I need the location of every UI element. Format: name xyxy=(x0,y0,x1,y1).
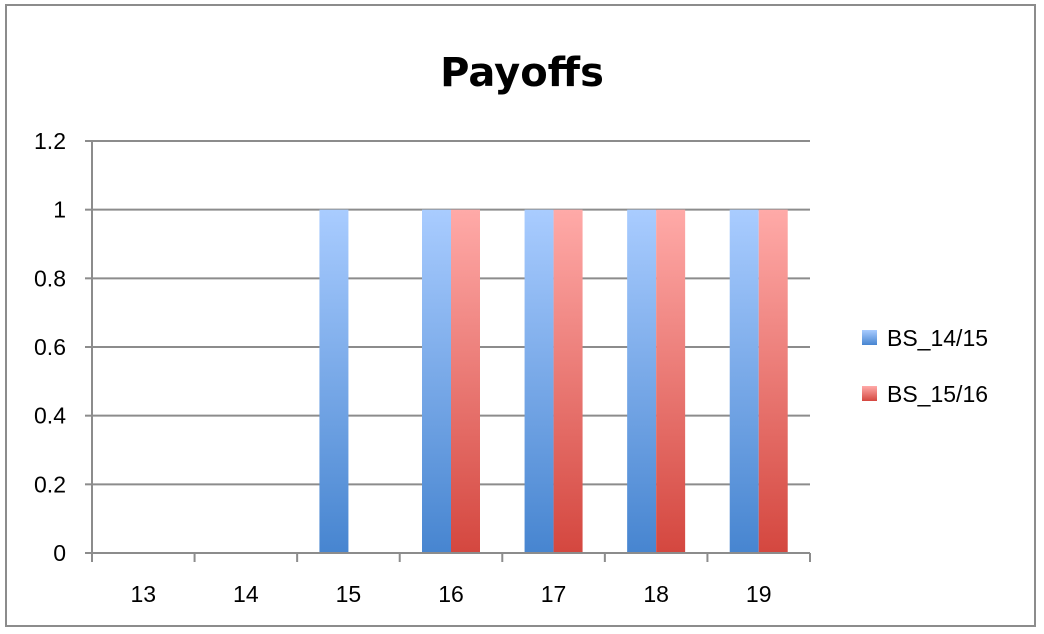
legend: BS_14/15 BS_15/16 xyxy=(862,325,988,407)
x-tick-label: 17 xyxy=(541,581,567,607)
y-tick-label: 1 xyxy=(53,197,66,223)
y-tick-label: 0 xyxy=(53,540,66,566)
y-tick-label: 0.6 xyxy=(34,334,66,360)
bar xyxy=(451,209,480,553)
chart-title: Payoffs xyxy=(440,50,604,96)
y-tick-label: 0.4 xyxy=(34,403,66,429)
bar xyxy=(729,209,759,553)
y-tick-label: 0.8 xyxy=(34,265,66,291)
y-tick-label: 1.2 xyxy=(34,128,66,154)
x-tick-label: 15 xyxy=(336,581,362,607)
chart-frame xyxy=(5,4,1036,627)
x-tick-label: 14 xyxy=(233,581,259,607)
bar xyxy=(553,209,583,553)
bar xyxy=(656,209,686,553)
axes: 0 0.2 0.4 0.6 0.8 1 1.2 13 14 15 16 17 18 19 xyxy=(34,128,811,607)
legend-swatch xyxy=(862,330,877,345)
legend-swatch xyxy=(862,386,877,401)
legend-label: BS_15/16 xyxy=(887,381,988,407)
bar xyxy=(758,209,788,553)
bars xyxy=(319,209,788,553)
legend-label: BS_14/15 xyxy=(887,325,988,351)
x-tick-label: 18 xyxy=(643,581,669,607)
bar xyxy=(422,209,451,553)
bar xyxy=(319,209,349,553)
bar xyxy=(627,209,657,553)
y-tick-label: 0.2 xyxy=(34,471,66,497)
x-tick-label: 19 xyxy=(746,581,772,607)
x-tick-label: 16 xyxy=(438,581,464,607)
x-tick-label: 13 xyxy=(130,581,156,607)
bar xyxy=(524,209,554,553)
